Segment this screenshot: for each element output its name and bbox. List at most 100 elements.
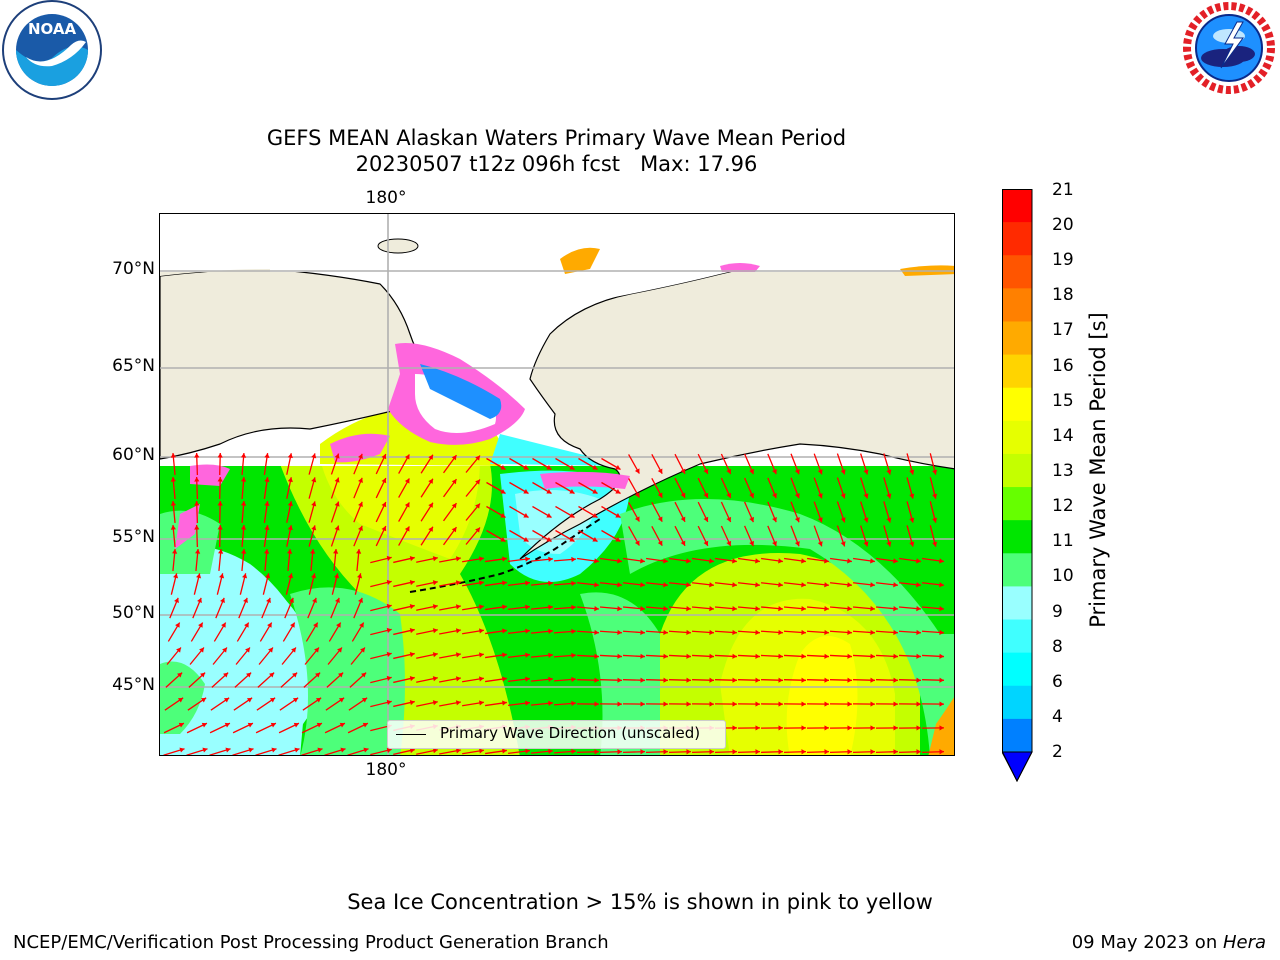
wave-arrow-head: [525, 700, 530, 706]
wave-arrow-head: [502, 580, 507, 586]
wave-arrow-head: [291, 647, 296, 653]
wave-arrow-head: [241, 549, 247, 554]
wave-arrow-head: [223, 697, 230, 703]
wave-arrow-head: [478, 700, 484, 706]
wave-arrow-head: [500, 464, 506, 470]
wave-arrow-head: [909, 469, 915, 475]
wave-arrow-head: [870, 558, 875, 564]
wave-arrow-head: [502, 700, 507, 706]
wave-arrow-head: [455, 556, 461, 562]
wave-arrow-head: [451, 527, 457, 533]
wave-arrow-head: [240, 453, 247, 458]
wave-arrow-head: [478, 676, 484, 682]
colorbar-swatch: [1002, 354, 1032, 389]
wave-arrow-head: [916, 677, 921, 683]
wave-arrow-head: [548, 580, 553, 586]
wave-arrow-head: [202, 747, 208, 753]
wave-arrow-head: [840, 541, 846, 547]
wave-arrow-head: [840, 493, 846, 499]
colorbar-tick: 4: [1052, 707, 1063, 727]
wave-arrow-head: [686, 653, 691, 659]
wave-arrow-head: [428, 454, 433, 460]
wave-arrow-head: [240, 501, 247, 506]
wave-arrow-head: [409, 748, 415, 754]
wave-arrow-head: [594, 749, 599, 755]
legend-line-swatch: [396, 734, 426, 735]
wave-arrow-head: [778, 677, 783, 683]
wave-arrow-head: [525, 628, 530, 634]
wave-arrow-head: [778, 629, 783, 636]
wave-arrow-head: [571, 604, 576, 611]
wave-arrow-head: [222, 647, 227, 653]
wave-arrow-head: [240, 525, 247, 530]
wave-arrow-head: [686, 606, 691, 612]
colorbar-tick: 10: [1052, 566, 1074, 586]
wave-arrow-head: [592, 464, 598, 470]
colorbar-tick: 9: [1052, 602, 1063, 622]
colorbar-tick: 21: [1052, 180, 1074, 200]
wave-arrow-head: [870, 653, 875, 659]
wave-arrow-head: [336, 622, 341, 628]
wave-arrow-head: [732, 701, 737, 707]
wave-arrow-head: [455, 676, 461, 682]
wave-arrow-head: [525, 580, 530, 586]
wave-arrow-head: [404, 478, 410, 484]
wave-arrow-head: [863, 493, 869, 499]
wave-arrow-head: [863, 541, 869, 547]
wave-arrow-head: [265, 573, 271, 579]
wave-arrow-head: [594, 701, 599, 707]
wave-arrow-head: [893, 582, 898, 588]
wave-arrow-head: [840, 469, 846, 475]
wave-arrow-head: [386, 579, 392, 585]
wave-arrow-head: [778, 749, 783, 755]
wave-arrow-head: [916, 701, 921, 707]
wave-arrow-head: [801, 677, 806, 683]
wave-arrow-head: [617, 701, 622, 707]
wave-arrow-head: [386, 651, 392, 657]
wave-arrow-head: [201, 722, 207, 728]
wave-arrow-head: [217, 525, 223, 530]
wave-arrow-head: [218, 549, 224, 554]
wave-arrow-head: [455, 700, 461, 706]
wave-arrow-head: [909, 493, 915, 499]
wave-arrow-head: [709, 606, 714, 612]
wave-arrow-head: [870, 749, 875, 755]
wave-arrow-head: [686, 701, 691, 707]
wave-arrow-head: [315, 672, 321, 678]
lat-label: 45°N: [112, 675, 155, 695]
wave-arrow-head: [617, 606, 622, 612]
wave-arrow-head: [334, 501, 340, 507]
wave-arrow-head: [778, 606, 783, 612]
wave-arrow-head: [939, 558, 944, 564]
wave-arrow-head: [939, 749, 944, 755]
wave-arrow-head: [502, 628, 507, 634]
footer-machine: Hera: [1222, 932, 1266, 953]
wave-arrow-head: [755, 653, 760, 659]
nws-logo: [1177, 0, 1280, 100]
colorbar-swatch: [1002, 487, 1032, 521]
wave-arrow-head: [594, 558, 599, 564]
wave-arrow-head: [801, 701, 806, 707]
wave-arrow-head: [478, 580, 484, 586]
wave-arrow-head: [170, 477, 176, 482]
wave-arrow-head: [548, 604, 553, 610]
sea-ice-note: Sea Ice Concentration > 15% is shown in …: [347, 890, 933, 914]
wave-arrow-head: [778, 558, 783, 564]
wave-arrow-head: [478, 652, 484, 658]
wave-arrow-head: [177, 697, 184, 703]
wave-arrow-head: [363, 747, 369, 753]
wave-arrow-head: [316, 722, 322, 728]
wave-arrow-head: [778, 725, 783, 731]
wave-arrow-head: [909, 517, 915, 523]
wave-arrow-head: [170, 501, 176, 506]
wave-arrow-head: [686, 677, 691, 683]
wave-arrow-head: [640, 582, 645, 588]
wave-arrow-head: [313, 622, 318, 628]
footer-date: 09 May 2023 on Hera: [1072, 932, 1266, 953]
colorbar-swatch: [1002, 718, 1032, 753]
wave-arrow-head: [617, 558, 622, 564]
wave-arrow-head: [592, 536, 598, 542]
wave-arrow-head: [709, 749, 714, 755]
footer-date-text: 09 May 2023 on: [1071, 932, 1223, 953]
wave-arrow-head: [863, 469, 869, 475]
